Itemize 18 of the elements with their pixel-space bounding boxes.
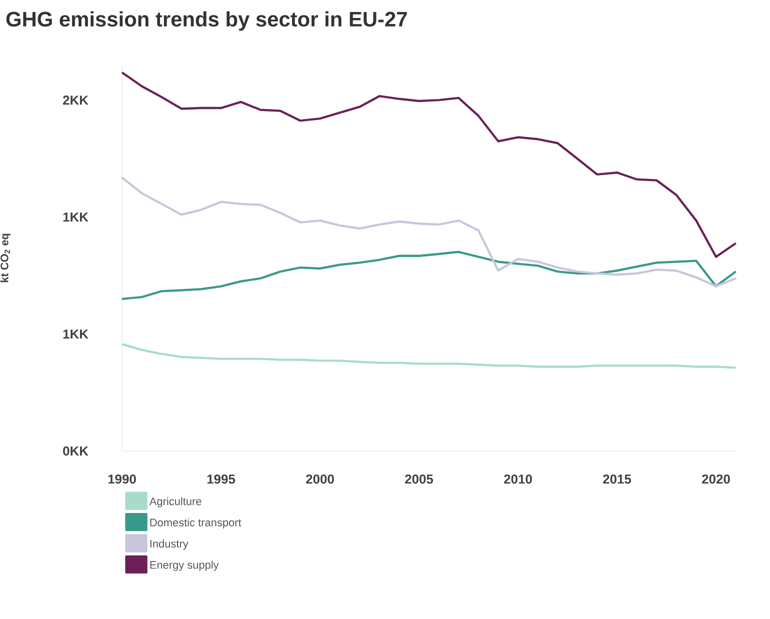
x-tick-label: 2000 xyxy=(306,474,334,484)
legend-label: Energy supply xyxy=(150,560,219,571)
y-tick-label: 0KK xyxy=(63,446,88,456)
y-axis-title: kt CO$_{2}$ eq xyxy=(0,234,10,282)
x-tick-label: 2015 xyxy=(603,474,632,484)
x-tick-label: 2005 xyxy=(405,474,434,484)
x-tick-label: 2010 xyxy=(504,474,532,484)
chart-title: GHG emission trends by sector in EU-27 xyxy=(6,11,407,31)
legend-label: Domestic transport xyxy=(150,518,242,529)
y-tick-label: 2KK xyxy=(63,96,88,105)
y-tick-label: 1KK xyxy=(63,212,88,222)
legend-label: Agriculture xyxy=(149,497,202,508)
x-tick-label: 1990 xyxy=(108,474,136,484)
legend-label: Industry xyxy=(150,540,188,550)
x-tick-label: 2020 xyxy=(702,474,730,484)
y-tick-label: 1KK xyxy=(63,330,88,338)
x-tick-label: 1995 xyxy=(207,474,236,484)
line-series xyxy=(120,176,737,288)
